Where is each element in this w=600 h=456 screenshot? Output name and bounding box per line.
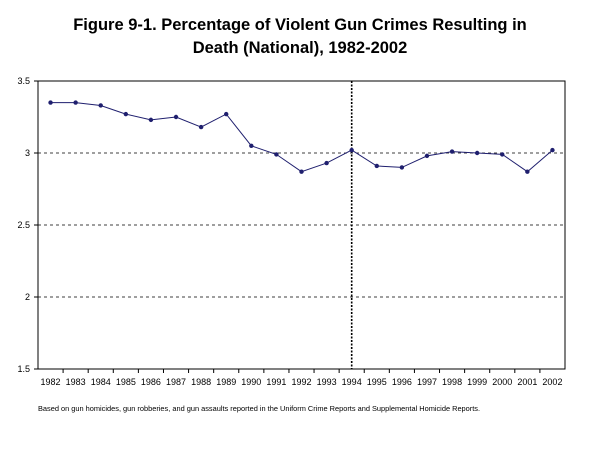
chart-title: Figure 9-1. Percentage of Violent Gun Cr… bbox=[0, 14, 600, 60]
data-point bbox=[399, 165, 405, 170]
data-point bbox=[349, 147, 354, 153]
x-tick-label: 1991 bbox=[266, 377, 286, 387]
x-tick-label: 1986 bbox=[141, 377, 161, 387]
x-tick-label: 1995 bbox=[367, 377, 387, 387]
x-tick-label: 1992 bbox=[291, 377, 311, 387]
line-chart: 1.5 2 2.5 3 3.5 1982 1983 1984 1985 1986 1987 1988 1… bbox=[17, 76, 566, 387]
data-point bbox=[148, 117, 154, 123]
x-tick-label: 1983 bbox=[66, 377, 86, 387]
y-tick-label: 2.5 bbox=[17, 220, 30, 230]
x-tick-label: 1998 bbox=[442, 377, 462, 387]
data-point bbox=[500, 152, 505, 157]
data-point bbox=[98, 103, 103, 108]
data-point bbox=[249, 143, 254, 148]
data-point bbox=[324, 160, 329, 166]
data-point bbox=[198, 124, 204, 130]
x-tick-label: 2000 bbox=[492, 377, 512, 387]
data-point bbox=[224, 111, 229, 117]
data-point bbox=[48, 100, 53, 105]
x-tick-label: 1987 bbox=[166, 377, 186, 387]
y-tick-label: 3 bbox=[25, 148, 30, 158]
data-point bbox=[73, 100, 78, 105]
x-tick-label: 2001 bbox=[517, 377, 537, 387]
x-tick-label: 1982 bbox=[41, 377, 61, 387]
data-point bbox=[424, 153, 430, 159]
y-tick-label: 3.5 bbox=[17, 76, 30, 86]
data-point bbox=[449, 149, 455, 154]
chart-title-line-1: Figure 9-1. Percentage of Violent Gun Cr… bbox=[73, 16, 527, 34]
x-tick-label: 1997 bbox=[417, 377, 437, 387]
x-tick-label: 1989 bbox=[216, 377, 236, 387]
data-point bbox=[474, 150, 480, 156]
data-point bbox=[299, 169, 304, 174]
x-tick-label: 1984 bbox=[91, 377, 111, 387]
x-tick-label: 1988 bbox=[191, 377, 211, 387]
x-tick-label: 1985 bbox=[116, 377, 136, 387]
x-tick-label: 1999 bbox=[467, 377, 487, 387]
x-tick-label: 1994 bbox=[342, 377, 362, 387]
data-point bbox=[173, 114, 179, 120]
x-tick-label: 1993 bbox=[317, 377, 337, 387]
data-point bbox=[123, 111, 129, 117]
y-tick-label: 1.5 bbox=[17, 364, 30, 374]
x-tick-label: 2002 bbox=[542, 377, 562, 387]
x-tick-label: 1990 bbox=[241, 377, 261, 387]
chart-footnote: Based on gun homicides, gun robberies, a… bbox=[38, 404, 481, 413]
data-point bbox=[550, 147, 555, 153]
x-tick-label: 1996 bbox=[392, 377, 412, 387]
data-point bbox=[374, 163, 379, 169]
chart-title-line-2: Death (National), 1982-2002 bbox=[192, 39, 408, 57]
data-point bbox=[525, 169, 530, 174]
data-point bbox=[274, 152, 279, 157]
y-tick-label: 2 bbox=[25, 292, 30, 302]
